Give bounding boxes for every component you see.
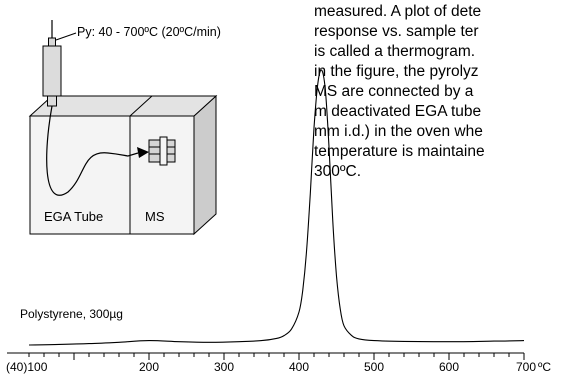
description-line: m deactivated EGA tube: [314, 103, 482, 120]
description-line: mm i.d.) in the oven whe: [314, 123, 483, 140]
x-axis-unit: ºC: [538, 360, 551, 374]
x-tick-label: 200: [139, 360, 159, 374]
oven-top-divider: [129, 95, 153, 117]
tube-arrowhead: [137, 147, 149, 158]
ms-label: MS: [145, 209, 165, 224]
oven-top-face: [28, 95, 218, 117]
description-line: in the figure, the pyrolyz: [314, 63, 479, 80]
instrument-diagram: Py: 40 - 700ºC (20ºC/min) EGA Tube MS: [28, 20, 221, 236]
series-label: Polystyrene, 300µg: [20, 307, 123, 321]
x-tick-label: 600: [439, 360, 459, 374]
description-line: is called a thermogram.: [314, 43, 476, 60]
x-axis-tick-labels: (40)100 200 300 400 500 600 700: [6, 360, 536, 374]
description-line: temperature is maintaine: [314, 143, 485, 160]
x-tick-label: 400: [289, 360, 309, 374]
x-axis-ticks: [28, 353, 525, 360]
pyrolyzer-cap: [48, 37, 56, 47]
ega-tube: [46, 105, 139, 196]
x-tick-label: 500: [364, 360, 384, 374]
description-text: measured. A plot of dete response vs. sa…: [314, 2, 564, 182]
pyrolyzer-label-leader: [55, 32, 77, 41]
description-line: 300ºC.: [314, 163, 362, 180]
oven-side-face: [193, 94, 217, 236]
ms-front: [129, 115, 195, 235]
description-line: MS are connected by a: [314, 83, 474, 100]
pyrolyzer-label: Py: 40 - 700ºC (20ºC/min): [77, 25, 221, 39]
pyrolyzer-base: [47, 95, 57, 107]
x-tick-label: 700: [516, 360, 536, 374]
x-tick-label: 300: [214, 360, 234, 374]
x-tick-label: (40)100: [6, 360, 48, 374]
ms-inlet-flange: [159, 136, 168, 166]
description-line: response vs. sample ter: [314, 23, 479, 40]
description-line: measured. A plot of dete: [314, 3, 482, 20]
thermogram-line: [28, 69, 525, 346]
ega-tube-label: EGA Tube: [44, 209, 103, 224]
pyrolyzer-body: [42, 45, 62, 97]
